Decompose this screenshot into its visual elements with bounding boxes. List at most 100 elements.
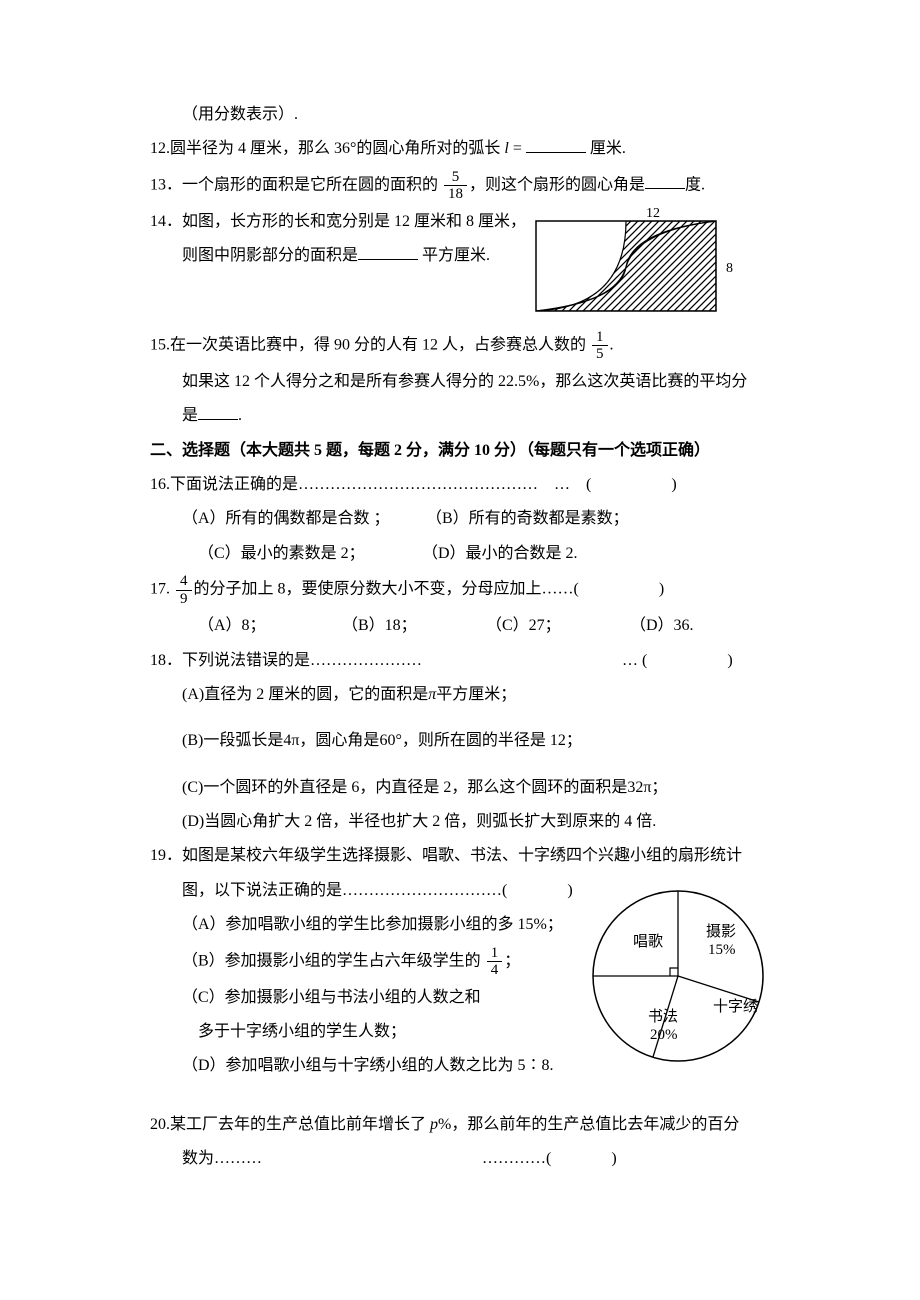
q15-frac-num: 1 xyxy=(592,329,608,347)
q14-dim-w: 12 xyxy=(646,207,660,221)
q16-row1: （A）所有的偶数都是合数 ； （B）所有的奇数都是素数； xyxy=(150,504,800,534)
q20-l2a: 数为 xyxy=(182,1150,214,1167)
q18-dots2: … xyxy=(622,652,638,669)
q18-num: 18． xyxy=(150,652,182,669)
q12-num: 12. xyxy=(150,140,170,157)
q14-diagram: 12 8 xyxy=(526,207,746,317)
q14-line1: 如图，长方形的长和宽分别是 12 厘米和 8 厘米， xyxy=(182,213,526,230)
q19-pie: 唱歌 摄影 15% 十字绣 书法 20% xyxy=(573,876,783,1076)
q15-line3: 是. xyxy=(150,401,800,431)
q18-c[interactable]: (C)一个圆环的外直径是 6，内直径是 2，那么这个圆环的面积是32π； xyxy=(150,773,800,803)
q17-stem: 17. 4 9 的分子加上 8，要使原分数大小不变，分母应加上……() xyxy=(150,573,800,607)
q18-pc: ) xyxy=(727,652,732,669)
q17-frac: 4 9 xyxy=(176,573,192,607)
q19-l1: 如图是某校六年级学生选择摄影、唱歌、书法、十字绣四个兴趣小组的扇形统计 xyxy=(182,847,742,864)
q19-line1: 19．如图是某校六年级学生选择摄影、唱歌、书法、十字绣四个兴趣小组的扇形统计 xyxy=(150,841,800,871)
q12-eq: = xyxy=(513,140,522,157)
q13: 13．一个扇形的面积是它所在圆的面积的 5 18 ，则这个扇形的圆心角是度. xyxy=(150,169,800,203)
q19-b-post: ； xyxy=(504,952,520,969)
q18-text: 下列说法错误的是 xyxy=(182,652,310,669)
q16-d[interactable]: （D）最小的合数是 2. xyxy=(422,539,578,569)
q17-num: 17. xyxy=(150,581,170,598)
q16-a[interactable]: （A）所有的偶数都是合数 ； xyxy=(182,504,422,534)
pie-label-photo-pct: 15% xyxy=(708,942,736,958)
q17-frac-num: 4 xyxy=(176,573,192,591)
q19-c1[interactable]: （C）参加摄影小组与书法小组的人数之和 xyxy=(150,983,573,1013)
q14-dim-h: 8 xyxy=(726,261,733,276)
pie-label-photo: 摄影 xyxy=(706,923,736,940)
q18-a[interactable]: (A)直径为 2 厘米的圆，它的面积是π平方厘米； xyxy=(150,680,800,710)
q16-text: 下面说法正确的是 xyxy=(170,476,298,493)
q18-b-mid: ，圆心角是 xyxy=(299,732,379,749)
q18-a-pre: (A)直径为 2 厘米的圆，它的面积是 xyxy=(182,686,428,703)
q14-blank[interactable] xyxy=(358,244,418,260)
q17-a[interactable]: （A）8； xyxy=(198,611,338,641)
q13-blank[interactable] xyxy=(645,173,685,189)
q16-dots2: … xyxy=(554,476,570,493)
q15-line3-pre: 是 xyxy=(182,407,198,424)
q15-dot: . xyxy=(610,336,614,353)
q19-d[interactable]: （D）参加唱歌小组与十字绣小组的人数之比为 5∶8. xyxy=(150,1051,573,1081)
q20-close: ) xyxy=(611,1150,616,1167)
q14: 14．如图，长方形的长和宽分别是 12 厘米和 8 厘米， 则图中阴影部分的面积… xyxy=(150,207,800,317)
q20-line1: 20.某工厂去年的生产总值比前年增长了 p%，那么前年的生产总值比去年减少的百分 xyxy=(150,1110,800,1140)
q18-dots: ………………… xyxy=(310,652,422,669)
q18-d[interactable]: (D)当圆心角扩大 2 倍，半径也扩大 2 倍，则弧长扩大到原来的 4 倍. xyxy=(150,807,800,837)
q14-unit: 平方厘米. xyxy=(422,247,490,264)
q19-b-pre: （B）参加摄影小组的学生占六年级学生的 xyxy=(182,952,481,969)
q15-line2: 如果这 12 个人得分之和是所有参赛人得分的 22.5%，那么这次英语比赛的平均… xyxy=(150,367,800,397)
q17-c[interactable]: （C）27； xyxy=(486,611,626,641)
q20-l1b: %，那么前年的生产总值比去年减少的百分 xyxy=(438,1116,739,1133)
q17-frac-den: 9 xyxy=(176,591,192,608)
q16-b[interactable]: （B）所有的奇数都是素数； xyxy=(426,504,629,534)
q20-l1a: 某工厂去年的生产总值比前年增长了 xyxy=(170,1116,426,1133)
q15-frac-den: 5 xyxy=(592,346,608,363)
q13-frac-den: 18 xyxy=(444,186,467,203)
q16-stem: 16.下面说法正确的是……………………………………… … () xyxy=(150,470,800,500)
q20-dots2: …………( xyxy=(482,1150,551,1167)
q19-l2: 图，以下说法正确的是…… xyxy=(182,882,374,899)
q18-c-pre: (C)一个圆环的外直径是 6，内直径是 2，那么这个圆环的面积是 xyxy=(182,779,627,796)
q17-b[interactable]: （B）18； xyxy=(342,611,482,641)
q17-opts: （A）8； （B）18； （C）27； （D）36. xyxy=(150,611,800,641)
q12-text: 圆半径为 4 厘米，那么 36°的圆心角所对的弧长 xyxy=(170,140,500,157)
pie-label-calli: 书法 xyxy=(648,1008,678,1025)
q20-p: p xyxy=(430,1116,438,1133)
q17-text: 的分子加上 8，要使原分数大小不变，分母应加上……( xyxy=(194,581,579,598)
q15-line3-tail: . xyxy=(238,407,242,424)
q19-c2: 多于十字绣小组的学生人数； xyxy=(150,1017,573,1047)
q18-32pi: 32π xyxy=(627,779,651,796)
q18-a-post: 平方厘米； xyxy=(436,686,516,703)
q14-num: 14． xyxy=(150,213,182,230)
q18-60: 60° xyxy=(379,732,401,749)
q14-line2: 则图中阴影部分的面积是 xyxy=(182,247,358,264)
q18-b-pre: (B)一段弧长是 xyxy=(182,732,283,749)
q20-line2: 数为…………………() xyxy=(150,1144,800,1174)
q19-frac: 1 4 xyxy=(487,945,503,979)
q15-frac: 1 5 xyxy=(592,329,608,363)
q18-b[interactable]: (B)一段弧长是4π，圆心角是60°，则所在圆的半径是 12； xyxy=(150,726,800,756)
pie-label-calli-pct: 20% xyxy=(650,1027,678,1043)
q15-text1: 在一次英语比赛中，得 90 分的人有 12 人，占参赛总人数的 xyxy=(170,336,586,353)
q16-c[interactable]: （C）最小的素数是 2； xyxy=(198,539,418,569)
q18-c-post: ； xyxy=(651,779,667,796)
q18-b-post: ，则所在圆的半径是 12； xyxy=(402,732,582,749)
q19-b[interactable]: （B）参加摄影小组的学生占六年级学生的 1 4 ； xyxy=(150,945,573,979)
q15-num: 15. xyxy=(150,336,170,353)
q19-dots: ……………………( xyxy=(374,882,507,899)
q18-4pi: 4π xyxy=(283,732,299,749)
q12: 12.圆半径为 4 厘米，那么 36°的圆心角所对的弧长 l = 厘米. xyxy=(150,134,800,164)
pie-label-sing: 唱歌 xyxy=(633,933,663,950)
q11-tail: （用分数表示）. xyxy=(150,100,800,130)
q19-frac-den: 4 xyxy=(487,962,503,979)
q17-d[interactable]: （D）36. xyxy=(630,611,694,641)
q13-text-b: ，则这个扇形的圆心角是 xyxy=(469,176,645,193)
q18-po: ( xyxy=(642,652,647,669)
q20-num: 20. xyxy=(150,1116,170,1133)
section2-title: 二、选择题（本大题共 5 题，每题 2 分，满分 10 分）（每题只有一个选项正… xyxy=(150,436,800,466)
q15-blank[interactable] xyxy=(198,404,238,420)
q13-text-a: 一个扇形的面积是它所在圆的面积的 xyxy=(182,176,438,193)
q12-blank[interactable] xyxy=(526,137,586,153)
q17-close: ) xyxy=(659,581,664,598)
q19-a[interactable]: （A）参加唱歌小组的学生比参加摄影小组的多 15%； xyxy=(150,910,573,940)
